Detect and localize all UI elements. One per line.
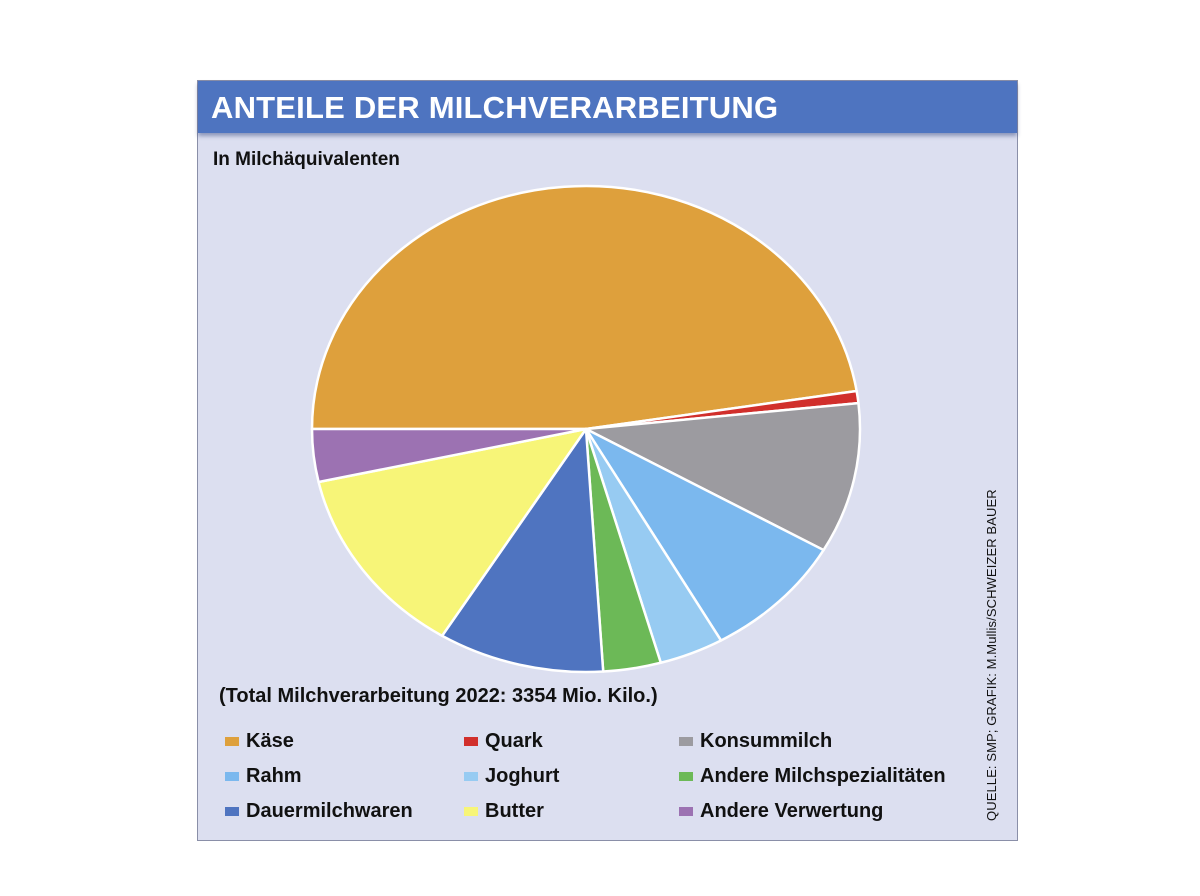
pie-chart (198, 81, 1019, 842)
source-credit: QUELLE: SMP; GRAFIK: M.Mullis/SCHWEIZER … (984, 489, 999, 821)
pie-slice-käse (312, 186, 857, 429)
chart-panel: ANTEILE DER MILCHVERARBEITUNG In Milchäq… (197, 80, 1018, 841)
total-note: (Total Milchverarbeitung 2022: 3354 Mio.… (219, 685, 658, 708)
